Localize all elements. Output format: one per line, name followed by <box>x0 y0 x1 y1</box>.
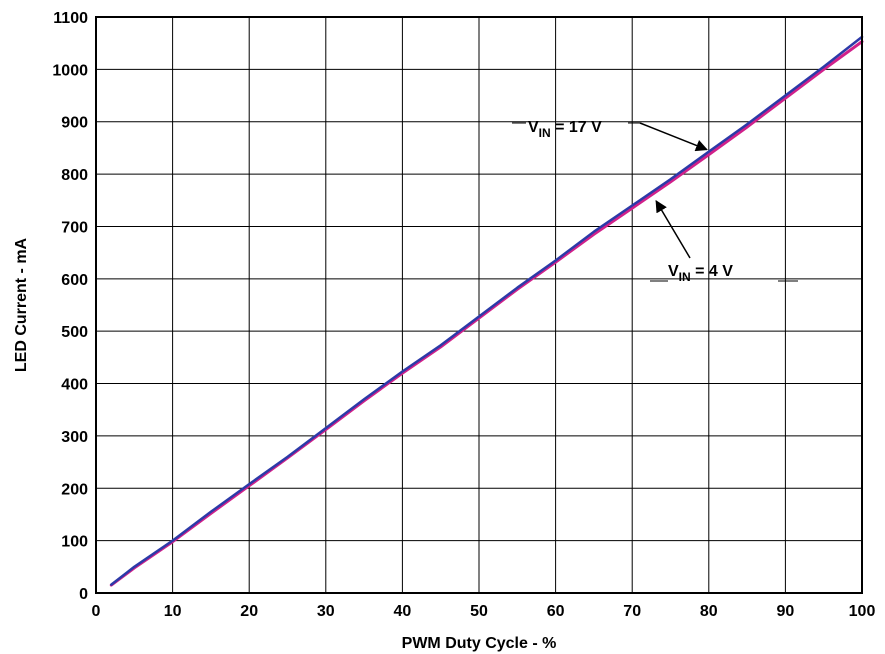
annotation-rest: = 4 V <box>691 263 734 280</box>
x-tick-label: 0 <box>92 603 101 620</box>
annotation-arrow-17v <box>639 122 708 152</box>
y-tick-label: 800 <box>61 167 88 184</box>
x-tick-label: 40 <box>394 603 412 620</box>
x-tick-label: 50 <box>470 603 488 620</box>
annotation-vin-4v: VIN = 4 V <box>668 263 733 284</box>
annotation-vin-17v: VIN = 17 V <box>528 119 602 140</box>
plot-frame <box>95 16 863 594</box>
grid <box>95 16 863 594</box>
x-tick-label: 100 <box>849 603 876 620</box>
y-tick-label: 1000 <box>52 62 88 79</box>
annotation-subscript: IN <box>539 126 551 140</box>
y-tick-label: 500 <box>61 324 88 341</box>
annotation-rest: = 17 V <box>551 119 602 136</box>
y-tick-label: 600 <box>61 272 88 289</box>
x-tick-label: 70 <box>623 603 641 620</box>
y-tick-label: 700 <box>61 219 88 236</box>
series-line-vin-17v <box>110 35 864 586</box>
y-tick-label: 300 <box>61 429 88 446</box>
y-tick-labels: 0 100 200 300 400 500 600 700 800 900 1000 1100 <box>52 10 88 603</box>
y-tick-label: 0 <box>79 586 88 603</box>
y-axis-title: LED Current - mA <box>13 237 30 372</box>
y-tick-label: 1100 <box>53 10 88 27</box>
y-tick-label: 900 <box>61 115 88 132</box>
x-tick-label: 20 <box>240 603 258 620</box>
annotation-main: V <box>528 119 539 136</box>
x-tick-label: 80 <box>700 603 718 620</box>
x-tick-label: 30 <box>317 603 335 620</box>
x-tick-label: 90 <box>777 603 795 620</box>
annotation-main: V <box>668 263 679 280</box>
x-tick-labels: 0 10 20 30 40 50 60 70 80 90 100 <box>92 603 876 620</box>
annotation-subscript: IN <box>679 270 691 284</box>
x-axis-title: PWM Duty Cycle - % <box>402 635 557 652</box>
x-tick-label: 60 <box>547 603 565 620</box>
y-tick-label: 100 <box>61 534 88 551</box>
y-tick-label: 200 <box>61 481 88 498</box>
series-group <box>109 35 864 587</box>
x-tick-label: 10 <box>164 603 182 620</box>
y-tick-label: 400 <box>61 377 88 394</box>
annotation-arrow-4v <box>655 200 691 259</box>
series-line-vin-4v <box>109 40 864 587</box>
